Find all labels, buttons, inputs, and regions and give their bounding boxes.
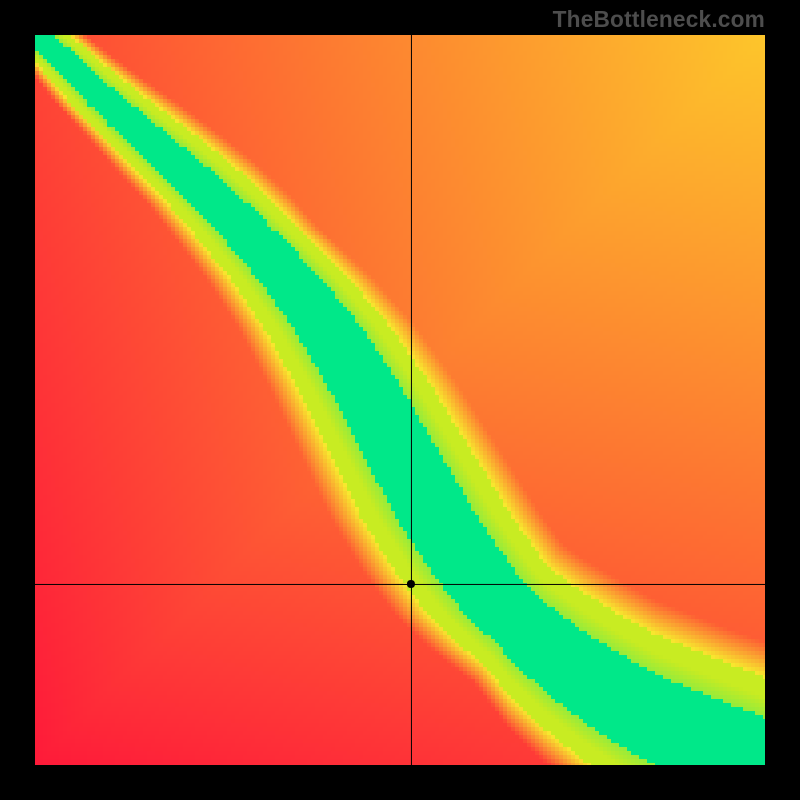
chart-container: TheBottleneck.com xyxy=(0,0,800,800)
plot-area xyxy=(35,35,765,765)
heatmap-canvas xyxy=(35,35,765,765)
watermark-text: TheBottleneck.com xyxy=(553,6,765,33)
